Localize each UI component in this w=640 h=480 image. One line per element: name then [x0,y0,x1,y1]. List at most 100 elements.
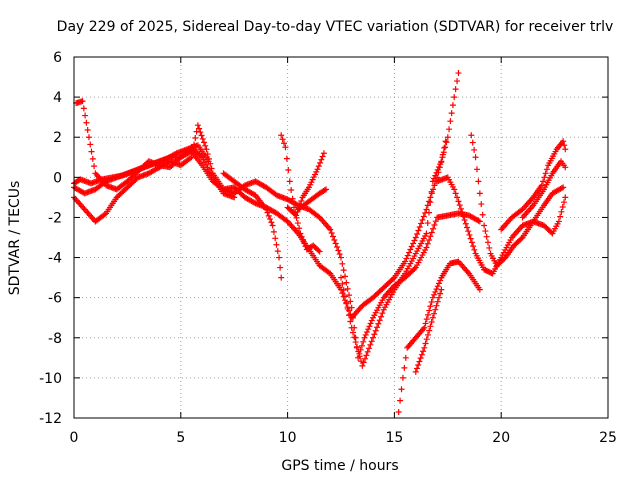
data-point-marker [452,190,459,197]
data-point-marker [199,135,206,142]
y-tick-label: 0 [53,170,62,186]
data-point-marker [188,154,195,161]
data-point-marker [281,140,288,147]
data-point-marker [439,151,446,158]
data-point-marker [277,264,284,271]
data-point-marker [472,154,479,161]
data-point-marker [333,244,340,251]
data-point-marker [208,165,215,172]
series-s9 [338,138,449,369]
series-s12 [434,174,569,277]
data-point-marker [82,112,89,119]
data-point-marker [428,229,435,236]
series-s13 [468,132,567,269]
data-point-marker [476,190,483,197]
data-point-marker [370,334,377,341]
data-point-marker [294,220,301,227]
data-point-marker [344,285,351,292]
data-point-marker [432,306,439,313]
data-point-marker [89,155,96,162]
data-point-marker [404,252,411,259]
data-point-marker [359,362,366,369]
data-point-marker [424,240,431,247]
data-point-marker [361,334,368,341]
data-point-marker [434,298,441,305]
data-point-marker [202,142,209,149]
data-point-marker [408,243,415,250]
data-point-marker [354,343,361,350]
data-point-marker [343,279,350,286]
data-point-marker [452,86,459,93]
data-point-marker [401,364,408,371]
data-point-marker [478,201,485,208]
data-point-marker [366,323,373,330]
data-point-marker [561,142,568,149]
series-s11 [412,286,445,375]
data-point-marker [340,287,347,294]
data-point-marker [429,294,436,301]
data-point-marker [420,348,427,355]
data-point-marker [435,280,442,287]
series-s15 [519,158,569,221]
data-point-marker [320,150,327,157]
series-s10 [395,258,483,415]
data-point-marker [274,248,281,255]
data-point-marker [424,311,431,318]
data-point-marker [321,187,328,194]
data-point-marker [328,229,335,236]
data-point-marker [344,305,351,312]
data-point-marker [267,216,274,223]
data-point-marker [435,294,442,301]
data-point-marker [200,139,207,146]
y-tick-label: -10 [39,371,62,387]
data-point-marker [397,397,404,404]
data-point-marker [475,178,482,185]
data-point-marker [431,310,438,317]
data-point-marker [379,310,386,317]
data-point-marker [286,178,293,185]
data-point-marker [332,240,339,247]
data-point-marker [355,348,362,355]
data-point-marker [283,155,290,162]
data-point-marker [331,237,338,244]
data-point-marker [358,358,365,365]
data-point-marker [346,312,353,319]
data-point-marker [428,319,435,326]
plot-frame [73,56,609,419]
data-point-marker [301,240,308,247]
data-point-marker [196,125,203,132]
data-point-marker [432,288,439,295]
data-point-marker [483,233,490,240]
data-point-marker [352,339,359,346]
data-point-marker [293,212,300,219]
y-tick-label: 6 [53,50,62,66]
data-point-marker [431,221,438,228]
data-point-marker [376,317,383,324]
data-point-marker [272,235,279,242]
data-point-marker [421,344,428,351]
data-point-marker [475,217,482,224]
y-tick-label: 4 [53,90,62,106]
data-point-marker [421,324,428,331]
data-point-marker [297,230,304,237]
data-point-marker [471,246,478,253]
data-point-marker [418,351,425,358]
data-point-marker [375,320,382,327]
y-tick-label: -12 [39,411,62,427]
data-point-marker [415,227,422,234]
data-point-marker [342,293,349,300]
data-point-marker [265,212,272,219]
data-point-marker [343,299,350,306]
data-point-marker [264,209,271,216]
data-point-marker [461,217,468,224]
data-point-marker [204,151,211,158]
data-point-marker [437,290,444,297]
data-point-marker [316,248,323,255]
data-point-marker [365,326,372,333]
data-point-marker [412,234,419,241]
data-point-marker [451,186,458,193]
data-point-marker [426,198,433,205]
data-point-marker [562,194,569,201]
data-point-marker [398,386,405,393]
